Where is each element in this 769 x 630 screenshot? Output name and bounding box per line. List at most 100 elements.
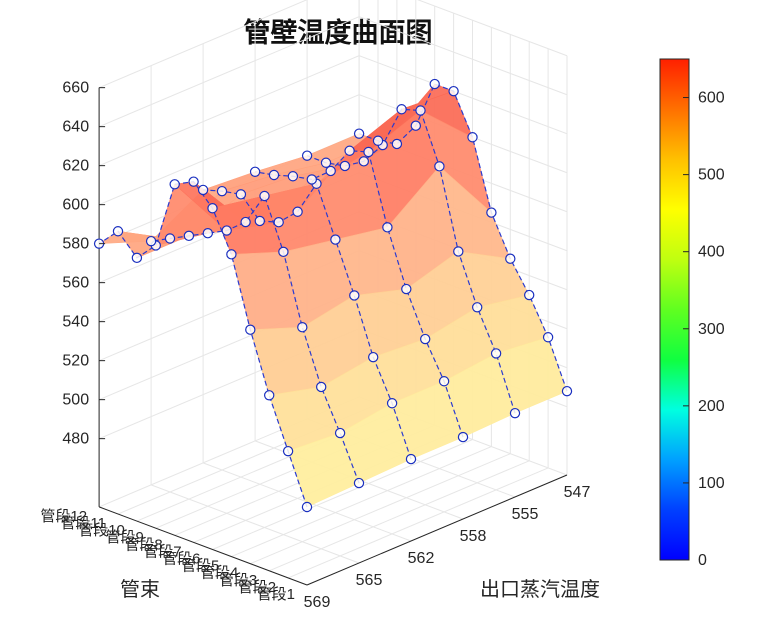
- y-axis-line: [306, 474, 568, 586]
- x-tick-label: 管段8: [124, 536, 162, 553]
- data-point: [396, 104, 407, 115]
- data-point: [410, 120, 421, 131]
- data-point: [434, 161, 445, 172]
- data-point: [292, 206, 303, 217]
- data-point: [316, 381, 327, 393]
- z-tick-label: 520: [62, 353, 89, 370]
- data-point: [386, 398, 398, 409]
- x-tick-label: 管段10: [78, 522, 125, 539]
- temperature-surface: [98, 83, 568, 508]
- data-point: [415, 105, 426, 116]
- data-point: [197, 184, 209, 196]
- data-point: [391, 138, 403, 150]
- data-point: [287, 171, 299, 182]
- data-point: [405, 453, 417, 465]
- data-point: [490, 348, 502, 359]
- data-point: [325, 165, 336, 177]
- colorbar: [659, 58, 690, 561]
- data-point: [472, 302, 483, 313]
- x-tick-label: 管段11: [60, 515, 106, 532]
- grid-line: [269, 460, 530, 572]
- data-point: [145, 235, 157, 247]
- data-point: [330, 234, 341, 245]
- grid-line: [98, 94, 568, 206]
- y-tick-label: 558: [460, 528, 487, 545]
- x-tick-label: 管段4: [200, 565, 238, 582]
- data-point: [448, 85, 459, 97]
- data-point: [524, 289, 535, 301]
- chart-title: 管壁温度曲面图: [244, 17, 433, 49]
- colorbar-tick-label: 500: [698, 167, 725, 184]
- axis-ticks: 480500520540560580600620640660管段1管段2管段3管…: [40, 80, 590, 611]
- grid-line: [150, 484, 360, 564]
- colorbar-tick-label: 600: [698, 90, 725, 107]
- y-tick-label: 562: [408, 550, 435, 567]
- data-point: [438, 376, 450, 387]
- grid-line: [98, 0, 568, 89]
- colorbar-tick-label: 200: [698, 398, 725, 415]
- data-point: [301, 501, 313, 513]
- data-point: [216, 185, 228, 197]
- data-point: [207, 203, 218, 214]
- z-tick-label: 560: [62, 275, 89, 292]
- data-point: [273, 216, 284, 228]
- data-point: [509, 407, 521, 419]
- y-tick-label: 555: [512, 506, 539, 523]
- data-point: [382, 222, 393, 233]
- data-point: [202, 227, 213, 239]
- colorbar-ticks: 0 100 200 300 400 500 600: [683, 90, 725, 569]
- data-point: [363, 146, 374, 158]
- data-point: [353, 128, 365, 139]
- x-tick-label: 管段9: [105, 529, 143, 546]
- data-point: [264, 390, 275, 401]
- data-point: [372, 135, 384, 146]
- grid-line: [250, 453, 511, 565]
- grid-line: [98, 55, 568, 167]
- data-point: [486, 207, 497, 218]
- grid-line: [287, 467, 549, 579]
- data-point: [164, 233, 176, 244]
- data-point: [282, 445, 294, 457]
- data-point: [240, 216, 251, 228]
- x-tick-label: 管段5: [181, 558, 219, 575]
- data-point: [278, 246, 289, 258]
- z-tick-label: 600: [62, 197, 89, 214]
- data-point: [353, 477, 365, 489]
- data-point: [131, 252, 143, 264]
- data-point: [221, 225, 232, 236]
- data-point: [467, 132, 478, 143]
- x-tick-label: 管段6: [162, 551, 200, 568]
- data-point: [188, 176, 199, 187]
- x-tick-label: 管段3: [219, 572, 257, 589]
- data-point: [542, 332, 554, 343]
- series-line: [254, 150, 464, 438]
- data-point: [254, 215, 265, 227]
- z-tick-label: 660: [62, 80, 89, 97]
- y-tick-label: 569: [304, 594, 331, 611]
- x-tick-label: 管段2: [238, 579, 276, 596]
- data-point: [112, 226, 124, 237]
- x-tick-label: 管段7: [143, 543, 181, 560]
- data-point: [420, 333, 431, 345]
- data-point: [320, 157, 332, 168]
- data-point: [453, 246, 464, 257]
- grid-line: [231, 446, 492, 558]
- data-point: [306, 174, 317, 185]
- data-point: [169, 179, 180, 190]
- z-tick-label: 480: [62, 431, 89, 448]
- data-point: [349, 290, 360, 301]
- data-point: [226, 249, 237, 260]
- data-point: [358, 156, 369, 167]
- data-point: [561, 385, 573, 397]
- data-point: [249, 166, 261, 177]
- x-tick-label: 管段12: [40, 508, 87, 525]
- x-axis-line: [98, 506, 308, 586]
- z-tick-label: 640: [62, 119, 89, 136]
- grid-line: [212, 439, 473, 550]
- y-axis-label: 出口蒸汽温度: [480, 577, 600, 601]
- data-point: [429, 78, 440, 90]
- data-point: [344, 145, 355, 156]
- data-point: [259, 190, 270, 202]
- data-point: [183, 230, 195, 242]
